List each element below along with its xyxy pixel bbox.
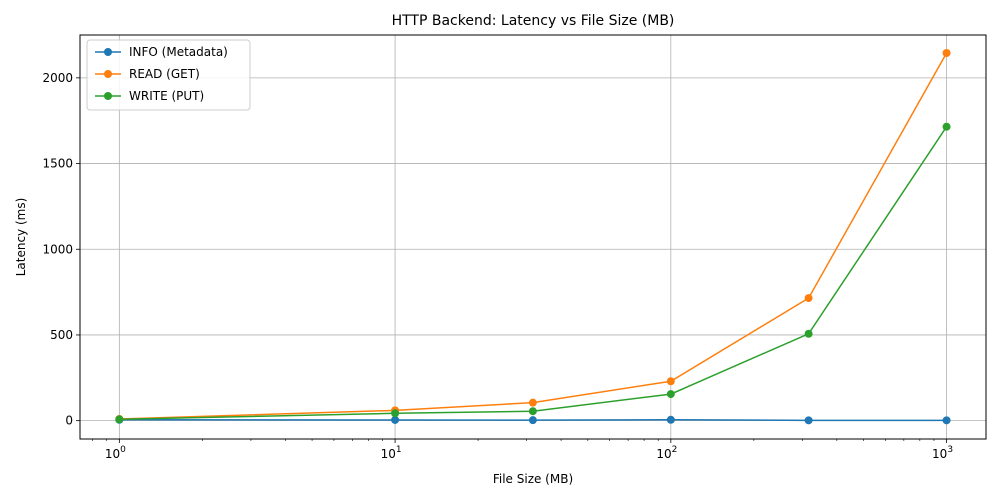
data-point	[942, 48, 951, 57]
legend-box	[86, 39, 251, 111]
y-tick-label: 0	[65, 414, 73, 428]
legend-label: WRITE (PUT)	[129, 89, 204, 103]
y-tick-label: 1000	[42, 242, 73, 256]
legend: INFO (Metadata) READ (GET) WRITE (PUT)	[86, 39, 251, 111]
grid	[80, 35, 986, 439]
y-tick-label: 500	[50, 328, 73, 342]
data-point	[391, 415, 400, 424]
x-axis-label: File Size (MB)	[493, 472, 573, 486]
y-axis-label: Latency (ms)	[14, 198, 28, 277]
data-point	[528, 416, 537, 425]
y-tick-label: 1500	[42, 157, 73, 171]
data-point	[115, 415, 124, 424]
data-point	[528, 407, 537, 416]
data-point	[804, 416, 813, 425]
axes: 0 500 1000 1500 2000 100 101 102 103	[42, 71, 953, 461]
legend-swatch-marker	[104, 48, 112, 56]
x-tick-label: 102	[656, 445, 677, 461]
data-point	[804, 294, 813, 303]
series-line-1	[119, 52, 948, 420]
data-point	[666, 377, 675, 386]
legend-swatch-marker	[104, 70, 112, 78]
legend-swatch-marker	[104, 92, 112, 100]
data-point	[942, 416, 951, 425]
series-line-0	[119, 419, 947, 422]
data-point	[804, 329, 813, 338]
data-point	[528, 398, 537, 407]
x-tick-label: 101	[381, 445, 402, 461]
legend-label: READ (GET)	[129, 67, 200, 81]
data-point	[391, 409, 400, 418]
data-point	[942, 122, 951, 131]
data-point	[666, 390, 675, 399]
data-point	[666, 415, 675, 424]
y-tick-label: 2000	[42, 71, 73, 85]
x-tick-label: 103	[932, 445, 953, 461]
plot-frame	[79, 34, 987, 440]
series-line-2	[119, 126, 948, 421]
series-lines	[115, 48, 951, 425]
chart-title: HTTP Backend: Latency vs File Size (MB)	[392, 13, 675, 29]
x-tick-label: 100	[105, 445, 126, 461]
legend-label: INFO (Metadata)	[129, 45, 228, 59]
